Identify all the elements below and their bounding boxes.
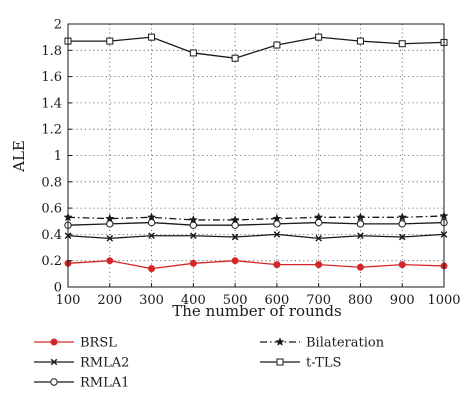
y-tick-label: 0.2 [41, 254, 62, 269]
legend-label: RMLA2 [80, 356, 129, 371]
data-point [398, 40, 406, 48]
data-point [146, 212, 157, 222]
x-tick-label: 400 [181, 293, 206, 308]
x-axis-title: The number of rounds [172, 302, 341, 320]
data-point [356, 37, 364, 45]
series-line [67, 233, 445, 239]
series-brsl [64, 257, 448, 273]
data-point [189, 49, 197, 57]
data-point [148, 232, 155, 240]
legend-item: RMLA2 [34, 356, 129, 371]
data-point [231, 54, 239, 62]
data-point [398, 220, 406, 228]
data-point [356, 220, 365, 228]
y-axis-title: ALE [10, 140, 28, 173]
y-tick-label: 0.6 [41, 202, 62, 217]
series-line [67, 260, 445, 270]
data-point [230, 215, 240, 224]
data-point [357, 232, 364, 240]
data-point [231, 233, 239, 241]
legend-marker [276, 358, 284, 366]
data-point [190, 232, 197, 240]
x-tick-label: 200 [97, 293, 122, 308]
data-point [188, 215, 198, 224]
data-point [398, 261, 406, 269]
data-point [148, 33, 156, 41]
series-rmla2 [64, 231, 448, 242]
x-tick-label: 500 [223, 293, 248, 308]
x-tick-label: 800 [348, 293, 373, 308]
y-tick-label: 0.8 [41, 175, 62, 190]
series-line [67, 215, 445, 221]
y-tick-label: 1.2 [41, 123, 62, 138]
y-tick-label: 0 [54, 281, 62, 296]
x-tick-label: 700 [306, 293, 331, 308]
y-tick-label: 1.6 [41, 70, 62, 85]
data-point [315, 235, 322, 242]
data-point [397, 212, 407, 222]
data-point [355, 212, 366, 222]
data-point [315, 261, 323, 269]
data-point [106, 257, 114, 265]
series-bilateration [63, 211, 449, 224]
legend-label: t-TLS [306, 356, 341, 371]
legend-item: t-TLS [260, 356, 341, 371]
legend-item: BRSL [34, 336, 117, 351]
data-point [273, 41, 281, 49]
legend-marker [50, 338, 58, 346]
series-line [67, 221, 445, 226]
data-point [272, 213, 282, 223]
legend-item: RMLA1 [34, 376, 129, 391]
series-t-tls [64, 33, 448, 62]
y-tick-label: 1 [54, 149, 62, 164]
x-tick-label: 600 [264, 293, 289, 308]
data-point [273, 261, 281, 269]
x-tick-label: 900 [390, 293, 415, 308]
series-line [68, 36, 445, 59]
y-tick-label: 1.4 [41, 96, 62, 111]
axis-ticks: 100 200 300 400 500 600 700 800 900 1000 0 0.2 0.4 0.… [41, 18, 460, 309]
legend-marker [275, 337, 285, 346]
legend-marker [50, 358, 58, 366]
legend-label: Bilateration [306, 336, 385, 351]
y-tick-label: 0.4 [41, 228, 62, 243]
data-point [148, 265, 156, 273]
data-point [314, 212, 324, 222]
data-point [398, 233, 406, 241]
data-point [189, 259, 197, 267]
x-tick-label: 300 [139, 293, 164, 308]
data-point [106, 235, 114, 242]
y-tick-label: 1.8 [41, 44, 62, 59]
data-point [356, 263, 364, 271]
data-point [231, 257, 239, 265]
series-rmla1 [64, 218, 448, 229]
data-point [315, 33, 323, 41]
legend-label: RMLA1 [80, 376, 129, 391]
data-point [105, 213, 115, 223]
grid [68, 24, 444, 287]
data-point [273, 231, 281, 238]
legend-item: Bilateration [260, 336, 385, 351]
data-point [106, 37, 114, 45]
x-tick-label: 1000 [427, 293, 460, 308]
x-tick-label: 100 [56, 293, 81, 308]
legend-marker [50, 378, 58, 386]
series-layer [63, 33, 449, 273]
legend-label: BRSL [80, 336, 117, 351]
legend: BRSL RMLA2 RMLA1 Bilateration t-TLS [34, 336, 385, 391]
y-tick-label: 2 [54, 18, 62, 33]
